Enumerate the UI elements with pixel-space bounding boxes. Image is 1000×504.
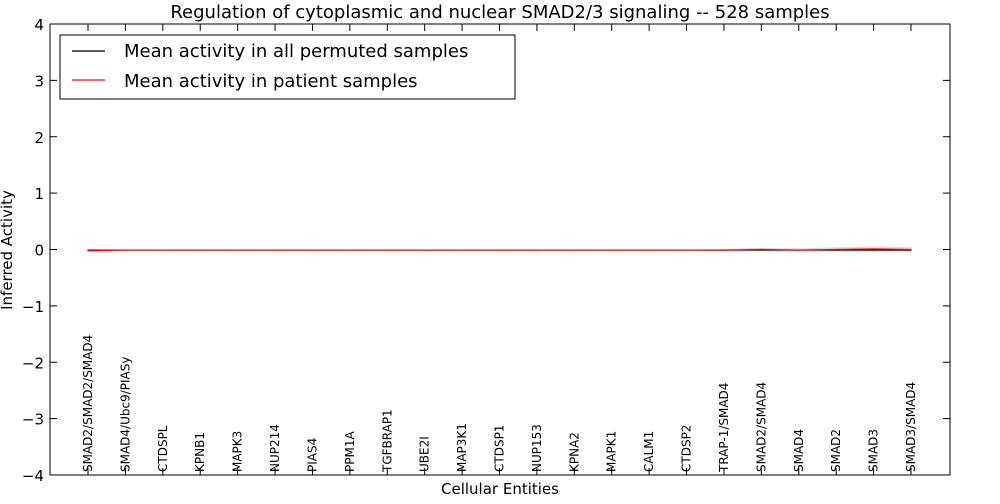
x-tick-label: CTDSPL [156,425,170,472]
legend-box [59,34,516,100]
data-point-patient [199,249,201,251]
data-point-patient [835,248,837,251]
data-point-patient [386,249,388,251]
series-line-layer [87,248,912,252]
x-tick-label: PPM1A [343,431,357,472]
y-tick-label: 2 [34,129,44,147]
data-point-patient [424,249,426,251]
data-point-patient [910,248,912,251]
data-point-patient [498,249,501,251]
data-point-patient [685,249,688,251]
y-tick-label: −1 [22,298,44,316]
y-tick-label: 3 [34,72,44,90]
x-tick-label: NUP214 [268,424,282,472]
x-tick-label: TGFBRAP1 [380,409,394,473]
y-axis-title: Inferred Activity [0,190,16,310]
data-point-patient [760,248,762,251]
x-tick-label: NUP153 [530,424,544,472]
x-tick-label: TRAP-1/SMAD4 [717,383,731,473]
x-axis-category-labels: SMAD2/SMAD2/SMAD4 SMAD4/Ubc9/PIASy CTDSPL K… [81,24,918,475]
data-point-patient [573,249,575,251]
x-tick-label: CTDSP2 [680,425,694,472]
data-point-patient [311,249,314,251]
y-tick-label: 1 [34,185,44,203]
y-tick-label: −2 [22,354,44,372]
y-axis: 4 3 2 1 0 −1 −2 −3 −4 [22,16,950,485]
y-tick-label: −4 [22,467,44,485]
x-tick-label: CALM1 [642,431,656,472]
y-tick-label: 0 [34,242,44,260]
data-point-patient [237,249,239,251]
x-tick-label: SMAD3 [867,429,881,472]
data-point-patient [798,249,800,251]
x-tick-label: PIAS4 [305,438,319,472]
data-point-patient [611,249,613,251]
data-point-patient [648,249,650,251]
data-point-patient [536,249,538,251]
legend: Mean activity in all permuted samples Me… [59,34,516,100]
x-tick-label: CTDSP1 [493,425,507,472]
y-tick-label: −3 [22,411,44,429]
x-tick-label: SMAD3/SMAD4 [904,382,918,472]
x-tick-label: SMAD2 [829,429,843,472]
x-tick-label: SMAD2/SMAD2/SMAD4 [81,335,95,472]
data-point-patient [723,249,725,251]
data-point-patient [461,249,463,251]
x-tick-label: UBE2I [418,436,432,472]
legend-label-permuted: Mean activity in all permuted samples [124,41,468,62]
x-tick-label: MAP3K1 [455,423,469,472]
data-point-patient [87,250,89,252]
data-point-patient [274,249,276,251]
chart-title: Regulation of cytoplasmic and nuclear SM… [170,2,829,23]
x-tick-label: MAPK3 [231,431,245,472]
x-tick-label: KPNA2 [567,432,581,472]
data-point-patient [349,249,351,251]
data-point-patient [162,249,164,251]
x-axis-title: Cellular Entities [441,480,559,498]
x-tick-label: KPNB1 [193,432,207,472]
legend-label-patient: Mean activity in patient samples [124,71,418,92]
data-point-patient [872,248,875,250]
y-tick-label: 4 [34,16,44,34]
x-tick-label: SMAD4 [792,429,806,472]
x-tick-label: SMAD4/Ubc9/PIASy [118,357,132,472]
data-point-permuted [872,249,875,251]
x-tick-label: SMAD2/SMAD4 [754,382,768,472]
data-point-patient [124,249,127,251]
x-tick-label: MAPK1 [605,431,619,472]
